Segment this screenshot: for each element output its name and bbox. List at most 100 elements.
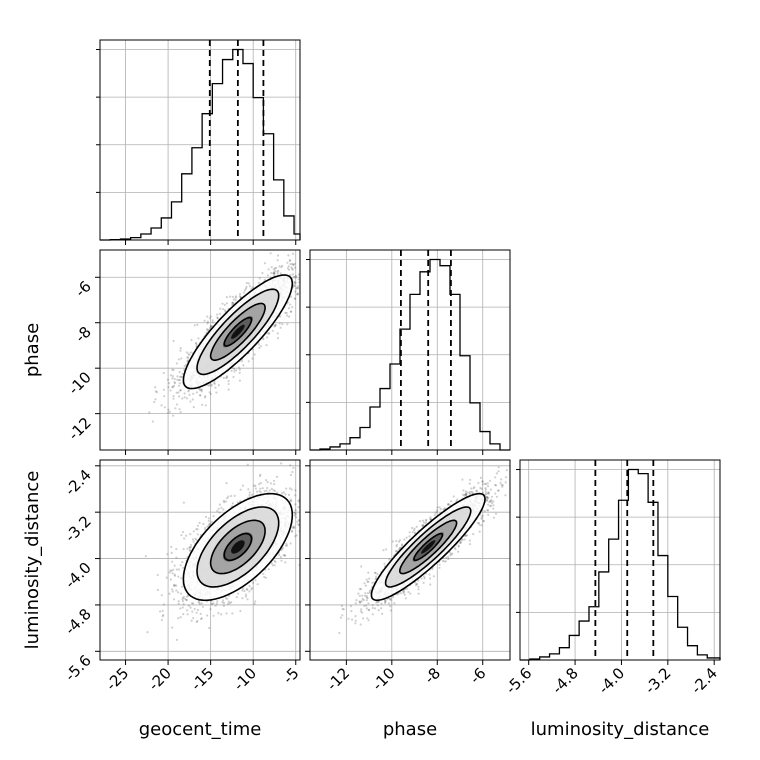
scatter-point bbox=[178, 382, 181, 385]
scatter-point bbox=[181, 585, 184, 588]
scatter-point bbox=[225, 302, 228, 305]
scatter-point bbox=[276, 337, 280, 340]
scatter-point bbox=[275, 475, 279, 478]
scatter-point bbox=[216, 316, 219, 319]
scatter-point bbox=[182, 566, 185, 570]
scatter-point bbox=[294, 297, 297, 300]
scatter-point bbox=[284, 554, 287, 557]
scatter-point bbox=[181, 397, 184, 400]
scatter-point bbox=[267, 332, 271, 336]
scatter-point bbox=[212, 602, 215, 605]
scatter-point bbox=[200, 617, 203, 620]
scatter-point bbox=[294, 266, 297, 269]
scatter-point bbox=[231, 612, 234, 615]
scatter-point bbox=[269, 252, 272, 255]
scatter-point bbox=[195, 620, 198, 624]
scatter-point bbox=[213, 381, 216, 384]
panel-frame bbox=[99, 249, 301, 451]
scatter-point bbox=[288, 268, 291, 271]
scatter-point bbox=[192, 392, 195, 395]
scatter-point bbox=[174, 584, 177, 587]
joint-geocent_time-phase: -12-10-8-6 bbox=[65, 243, 336, 455]
y-tick-label: -12 bbox=[65, 414, 95, 444]
scatter-point bbox=[253, 484, 256, 487]
scatter-point bbox=[198, 521, 201, 525]
scatter-point bbox=[301, 281, 303, 283]
scatter-point bbox=[200, 602, 203, 605]
scatter-point bbox=[190, 619, 193, 622]
scatter-point bbox=[154, 398, 157, 401]
scatter-point bbox=[248, 493, 251, 497]
scatter-point bbox=[284, 544, 287, 547]
scatter-point bbox=[163, 395, 166, 398]
scatter-point bbox=[284, 311, 287, 314]
scatter-point bbox=[274, 324, 277, 327]
marginal-luminosity_distance: -5.6 -4.8 -4.0 -3.2 -2.4 bbox=[502, 459, 721, 698]
scatter-point bbox=[187, 390, 190, 393]
scatter-point bbox=[279, 272, 282, 275]
scatter-point bbox=[295, 275, 298, 278]
scatter-point bbox=[160, 618, 163, 622]
scatter-point bbox=[220, 506, 223, 509]
scatter-point bbox=[301, 257, 303, 259]
scatter-point bbox=[180, 375, 183, 378]
scatter-point bbox=[181, 375, 184, 379]
scatter-point bbox=[174, 407, 177, 410]
scatter-point bbox=[287, 265, 290, 268]
scatter-point bbox=[221, 302, 224, 305]
scatter-point bbox=[171, 572, 174, 575]
scatter-point bbox=[234, 299, 237, 302]
scatter-point bbox=[169, 389, 172, 392]
scatter-point bbox=[166, 553, 169, 556]
scatter-point bbox=[273, 479, 276, 482]
scatter-point bbox=[334, 243, 336, 245]
scatter-point bbox=[210, 603, 214, 606]
x-tick-label: -4.8 bbox=[548, 664, 581, 697]
marginal-geocent_time bbox=[96, 39, 301, 245]
scatter-point bbox=[173, 382, 177, 385]
panel-frame bbox=[99, 39, 301, 241]
scatter-point bbox=[195, 342, 198, 345]
scatter-point bbox=[291, 262, 294, 265]
scatter-point bbox=[291, 470, 294, 474]
scatter-point bbox=[251, 286, 254, 289]
scatter-point bbox=[302, 506, 304, 508]
scatter-point bbox=[227, 602, 230, 606]
scatter-point bbox=[162, 371, 165, 375]
scatter-point bbox=[293, 526, 296, 529]
scatter-point bbox=[316, 246, 318, 248]
scatter-point bbox=[292, 526, 295, 530]
scatter-point bbox=[190, 338, 193, 342]
scatter-point bbox=[273, 489, 276, 492]
scatter-point bbox=[289, 303, 292, 306]
scatter-point bbox=[281, 323, 284, 326]
scatter-point bbox=[224, 309, 227, 312]
scatter-point bbox=[313, 523, 315, 525]
scatter-point bbox=[280, 559, 283, 562]
scatter-point bbox=[216, 509, 219, 513]
scatter-point bbox=[292, 263, 295, 266]
scatter-point bbox=[200, 388, 203, 391]
scatter-point bbox=[263, 575, 266, 579]
scatter-point bbox=[272, 489, 275, 492]
scatter-point bbox=[195, 611, 198, 614]
scatter-point bbox=[245, 281, 248, 285]
scatter-point bbox=[232, 375, 235, 379]
scatter-point bbox=[307, 264, 309, 266]
scatter-point bbox=[267, 568, 270, 571]
scatter-point bbox=[172, 339, 175, 343]
scatter-point bbox=[297, 292, 300, 295]
x-tick-label: -4.0 bbox=[595, 664, 628, 697]
scatter-point bbox=[193, 324, 196, 327]
scatter-point bbox=[223, 303, 226, 306]
scatter-point bbox=[294, 535, 297, 538]
scatter-point bbox=[192, 530, 195, 533]
scatter-point bbox=[264, 576, 267, 579]
histogram-luminosity_distance bbox=[520, 468, 721, 661]
scatter-point bbox=[217, 384, 220, 387]
scatter-point bbox=[284, 493, 287, 496]
scatter-point bbox=[259, 487, 262, 490]
scatter-point bbox=[273, 267, 276, 270]
scatter-point bbox=[238, 368, 241, 371]
scatter-point bbox=[201, 403, 204, 406]
